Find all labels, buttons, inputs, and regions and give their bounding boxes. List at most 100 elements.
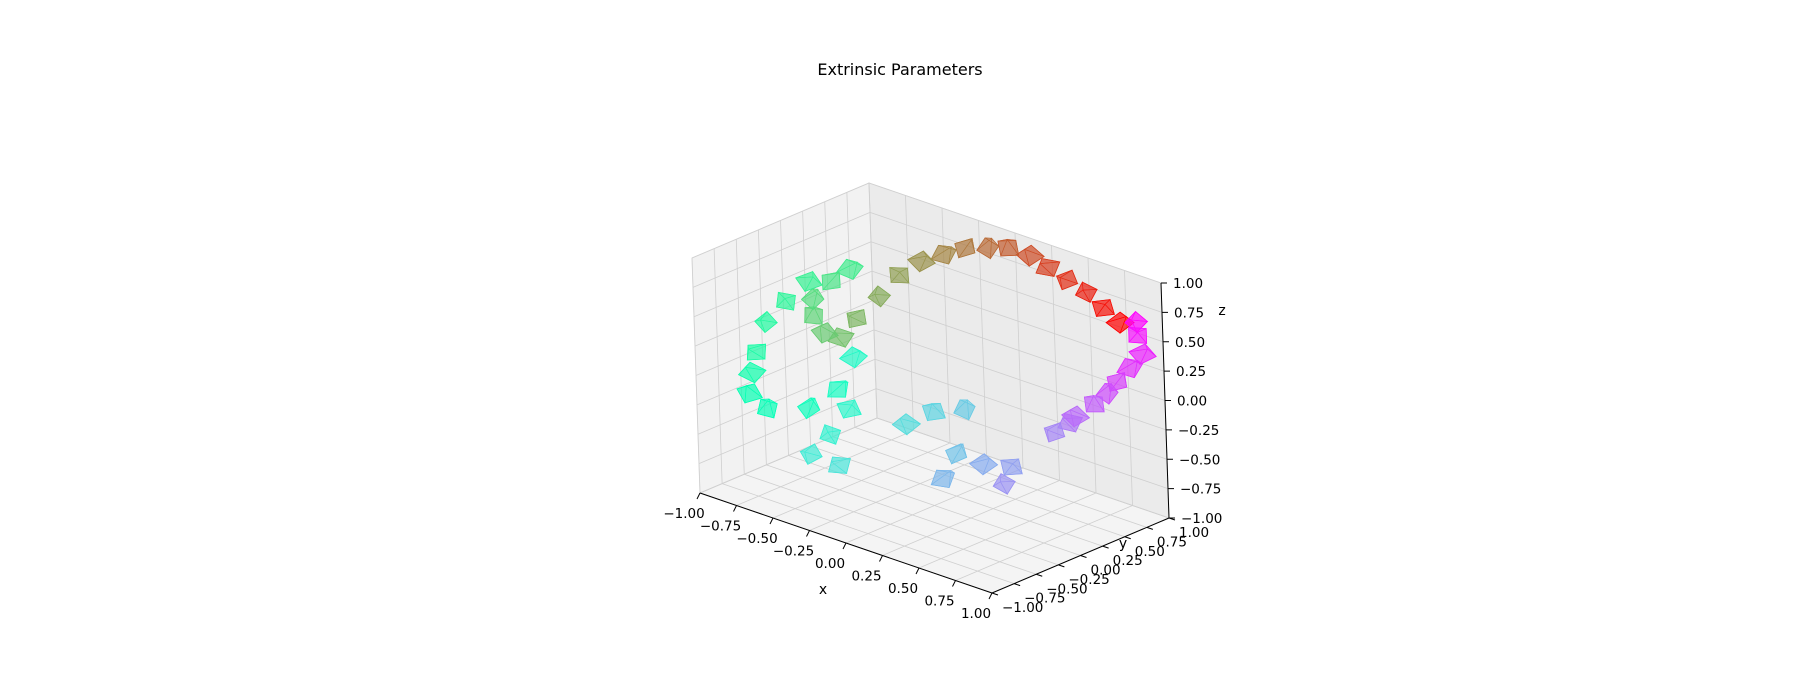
y-tick-label: −0.25 — [1068, 572, 1109, 588]
camera-frustum — [1055, 269, 1079, 291]
frustum-face — [851, 399, 862, 415]
x-tick-mark — [879, 555, 883, 562]
frustum-face — [1012, 458, 1023, 475]
camera-frustum — [1000, 458, 1023, 476]
frustum-face — [828, 461, 848, 474]
grid-line — [955, 505, 1133, 581]
z-tick-label: −1.00 — [1181, 511, 1222, 527]
x-tick-mark — [988, 592, 993, 600]
frustum-face — [797, 397, 816, 407]
camera-frustum — [954, 237, 976, 259]
grid-line — [693, 241, 872, 318]
frustum-face — [1046, 429, 1066, 443]
frustum-face — [827, 430, 842, 445]
grid-line — [1051, 245, 1060, 481]
frustum-face — [874, 294, 892, 308]
grid-line — [876, 417, 1170, 519]
grid-lines — [691, 182, 1170, 594]
camera-frustum — [804, 306, 823, 325]
camera-frustum — [930, 244, 957, 265]
camera-frustum — [867, 285, 892, 308]
camera-frustum — [1106, 371, 1128, 393]
z-tick-label: 0.50 — [1175, 335, 1205, 351]
frustum-face — [1059, 277, 1079, 291]
chart-title: Extrinsic Parameters — [817, 60, 982, 79]
frustum-face — [1084, 395, 1095, 413]
y-axis-label: y — [1119, 536, 1127, 552]
y-tick-label: 0.00 — [1091, 563, 1121, 579]
y-tick-label: 0.25 — [1113, 553, 1143, 569]
camera-frustum — [1091, 299, 1116, 318]
frustum-face — [1125, 358, 1143, 365]
camera-frustum — [836, 399, 862, 419]
camera-frustum — [737, 361, 767, 384]
camera-frustum — [797, 397, 821, 420]
frustum-face — [1144, 343, 1157, 357]
frustum-face — [804, 451, 823, 465]
frustum-face — [953, 399, 969, 414]
camera-frustum — [921, 402, 946, 422]
camera-frustum — [997, 238, 1020, 257]
camera-frustum — [1043, 422, 1066, 443]
z-axis-label: z — [1218, 303, 1225, 319]
frustum-face — [848, 315, 868, 328]
x-tick-mark — [733, 505, 737, 512]
z-tick-label: −0.75 — [1180, 482, 1221, 498]
grid-line — [868, 182, 1162, 284]
x-tick-mark — [952, 580, 956, 587]
y-tick-mark — [1080, 555, 1087, 558]
grid-line — [882, 480, 1060, 556]
camera-frustum — [828, 456, 851, 474]
frustum-face — [801, 288, 819, 300]
z-tick-label: 0.75 — [1174, 305, 1204, 321]
x-tick-label: −0.50 — [736, 531, 777, 547]
grid-line — [846, 192, 856, 428]
frustum-face — [923, 250, 936, 264]
x-tick-mark — [915, 567, 920, 575]
frustum-face — [945, 443, 964, 451]
frustum-face — [757, 398, 770, 414]
frustum-face — [891, 417, 908, 436]
camera-frustum — [930, 469, 956, 489]
x-tick-label: −0.25 — [773, 544, 814, 560]
camera-frustum — [799, 443, 823, 465]
frustum-face — [738, 366, 756, 384]
camera-frustum — [736, 383, 764, 404]
frustum-face — [759, 319, 778, 333]
camera-frustum — [1015, 244, 1045, 267]
grid-line — [918, 492, 1097, 569]
camera-frustum — [953, 399, 976, 421]
frustum-face — [784, 295, 796, 311]
x-tick-label: −0.75 — [700, 519, 741, 535]
frustum-face — [1107, 372, 1125, 378]
y-tick-label: 1.00 — [1179, 525, 1209, 541]
frustum-face — [954, 238, 973, 244]
camera-frustum — [1128, 326, 1148, 345]
camera-frustum — [775, 291, 796, 311]
y-tick-mark — [1146, 526, 1154, 530]
camera-frustum — [1083, 394, 1105, 413]
x-tick-label: 0.25 — [851, 569, 881, 585]
frustum-face — [976, 237, 993, 251]
frustum-face — [846, 259, 864, 267]
frustum-face — [1095, 383, 1113, 396]
camera-frustum — [838, 346, 869, 369]
y-tick-label: −0.75 — [1024, 591, 1065, 607]
camera-frustum — [819, 423, 842, 445]
x-tick-mark — [842, 542, 847, 550]
frustum-face — [983, 453, 998, 466]
frustum-face — [938, 245, 957, 251]
frustum-face — [999, 481, 1016, 495]
grid-line — [869, 211, 1163, 313]
camera-frustum — [835, 258, 864, 280]
x-tick-label: −1.00 — [663, 506, 704, 522]
camera-frustum — [754, 310, 778, 334]
frustum-face — [736, 385, 747, 404]
grid-line — [691, 182, 870, 259]
frustum-face — [936, 469, 955, 474]
camera-frustum — [756, 398, 778, 419]
frustum-face — [1082, 289, 1098, 303]
camera-frustum — [795, 270, 823, 292]
grid-line — [810, 445, 1103, 547]
